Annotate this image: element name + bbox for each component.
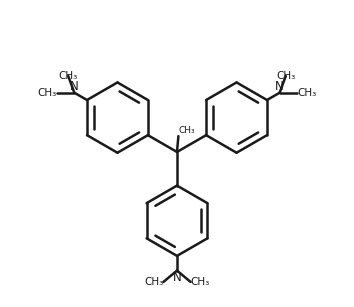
Text: CH₃: CH₃ bbox=[144, 277, 164, 287]
Text: CH₃: CH₃ bbox=[190, 277, 210, 287]
Text: CH₃: CH₃ bbox=[179, 126, 196, 135]
Text: CH₃: CH₃ bbox=[59, 71, 78, 81]
Text: N: N bbox=[173, 270, 181, 284]
Text: CH₃: CH₃ bbox=[297, 88, 317, 98]
Text: CH₃: CH₃ bbox=[37, 88, 57, 98]
Text: CH₃: CH₃ bbox=[276, 71, 295, 81]
Text: N: N bbox=[275, 80, 284, 93]
Text: N: N bbox=[70, 80, 79, 93]
